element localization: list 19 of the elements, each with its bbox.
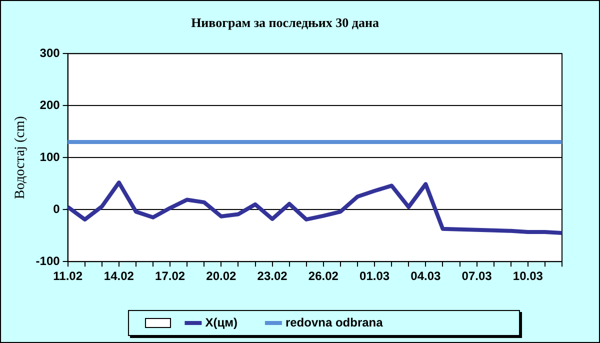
x-tick-label: 04.03 [410,269,442,284]
x-tick-label: 11.02 [53,269,83,284]
x-tick-label: 26.02 [308,269,339,284]
legend-label: X(цм) [205,315,238,330]
y-tick-label: -100 [36,254,60,268]
y-tick-label: 200 [40,98,60,112]
y-tick-label: 100 [40,150,60,164]
legend-label: redovna odbrana [285,315,384,330]
x-tick-label: 07.03 [462,269,492,284]
y-tick-label: 300 [40,46,60,60]
x-tick-label: 01.03 [360,269,390,284]
x-tick-label: 17.02 [155,269,186,284]
chart-title: Нивограм за последњих 30 дана [191,15,380,30]
x-tick-label: 20.02 [206,269,237,284]
x-tick-label: 14.02 [104,269,134,284]
x-tick-label: 23.02 [257,269,288,284]
y-tick-label: 0 [53,202,60,216]
y-axis-title: Водостај (cm) [13,116,28,200]
x-tick-label: 10.03 [512,269,544,284]
